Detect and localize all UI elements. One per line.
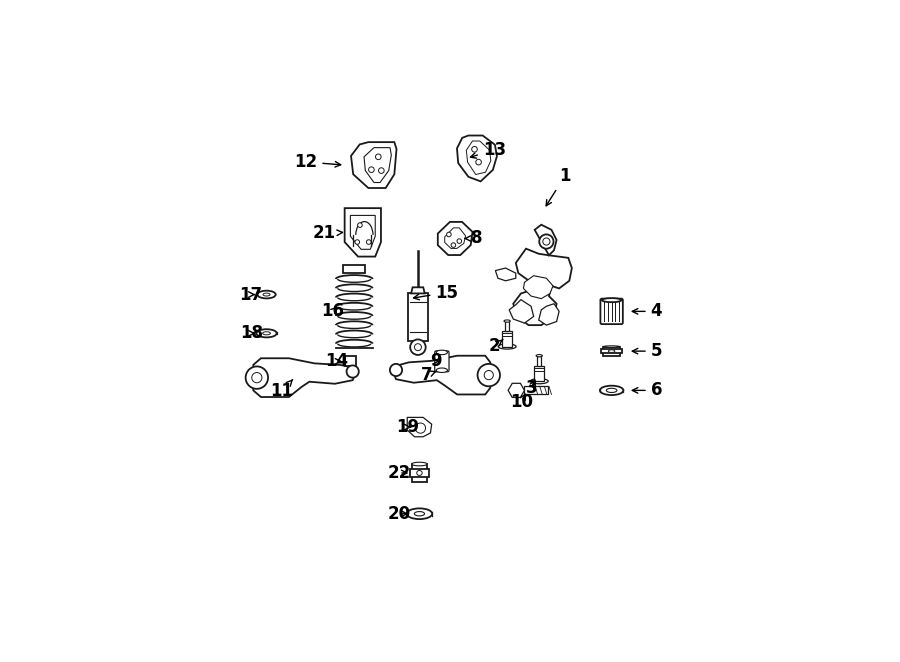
Circle shape [451,243,455,248]
Circle shape [457,239,462,244]
Polygon shape [364,148,392,183]
Text: 21: 21 [313,224,343,242]
Ellipse shape [600,386,624,395]
Text: 13: 13 [471,141,506,159]
Circle shape [476,160,482,165]
FancyBboxPatch shape [604,347,620,355]
Circle shape [539,234,554,249]
Ellipse shape [536,355,543,357]
Polygon shape [466,141,490,175]
Ellipse shape [602,298,621,302]
Ellipse shape [417,471,422,475]
Polygon shape [513,249,572,325]
Ellipse shape [411,462,428,466]
Text: 14: 14 [325,352,348,370]
Circle shape [246,367,268,389]
Text: 20: 20 [388,504,410,523]
FancyBboxPatch shape [535,366,544,381]
Ellipse shape [499,344,516,349]
Text: 8: 8 [465,230,482,248]
Text: 2: 2 [489,337,503,355]
Polygon shape [509,300,534,323]
FancyBboxPatch shape [505,321,509,331]
Text: 15: 15 [413,283,458,301]
Text: 7: 7 [421,366,436,384]
Ellipse shape [608,350,615,352]
FancyBboxPatch shape [502,331,512,346]
Circle shape [410,340,426,355]
Circle shape [369,167,374,173]
Circle shape [379,167,384,173]
Circle shape [414,344,421,351]
Ellipse shape [414,512,425,516]
FancyBboxPatch shape [435,351,449,372]
Polygon shape [445,228,465,248]
Polygon shape [345,208,381,257]
Text: 11: 11 [270,379,293,401]
Circle shape [472,146,477,152]
Circle shape [355,240,360,244]
Circle shape [446,232,451,237]
Polygon shape [407,418,432,437]
Polygon shape [350,215,375,250]
Polygon shape [253,358,356,397]
Ellipse shape [263,293,270,296]
Ellipse shape [604,346,620,348]
Circle shape [478,364,500,387]
FancyBboxPatch shape [410,469,429,477]
Text: 12: 12 [294,153,341,171]
Polygon shape [508,383,525,397]
Text: 3: 3 [526,379,537,397]
Circle shape [375,154,381,160]
Text: 16: 16 [321,303,345,320]
Circle shape [543,238,550,245]
Circle shape [357,223,362,227]
Text: 18: 18 [239,324,263,342]
Text: 22: 22 [387,464,410,482]
Ellipse shape [263,332,270,335]
Text: 10: 10 [510,393,533,410]
FancyBboxPatch shape [537,355,542,366]
Polygon shape [351,142,397,188]
Ellipse shape [436,368,447,373]
Text: 1: 1 [546,167,571,206]
FancyBboxPatch shape [600,299,623,324]
Text: 4: 4 [633,303,662,320]
FancyBboxPatch shape [601,350,622,353]
FancyBboxPatch shape [345,356,356,367]
Text: 5: 5 [633,342,662,360]
Circle shape [366,240,371,244]
Circle shape [416,423,426,433]
FancyBboxPatch shape [524,387,548,395]
Polygon shape [411,287,425,293]
Circle shape [252,373,262,383]
Polygon shape [393,355,491,395]
FancyBboxPatch shape [411,464,428,482]
Polygon shape [539,304,559,325]
Text: 17: 17 [239,285,263,304]
Ellipse shape [257,291,275,299]
Text: 6: 6 [633,381,662,399]
Circle shape [346,365,359,377]
FancyBboxPatch shape [343,265,365,273]
Polygon shape [495,268,516,281]
Ellipse shape [256,329,276,338]
Polygon shape [457,136,497,181]
Polygon shape [437,222,472,255]
Circle shape [390,364,402,376]
Polygon shape [524,275,553,299]
FancyBboxPatch shape [409,293,428,340]
Ellipse shape [504,320,510,322]
Circle shape [484,371,493,380]
Text: 9: 9 [430,352,442,370]
Ellipse shape [407,508,432,519]
Polygon shape [535,224,556,256]
Ellipse shape [607,389,616,393]
Text: 19: 19 [396,418,419,436]
Ellipse shape [530,379,548,384]
Ellipse shape [436,350,447,355]
